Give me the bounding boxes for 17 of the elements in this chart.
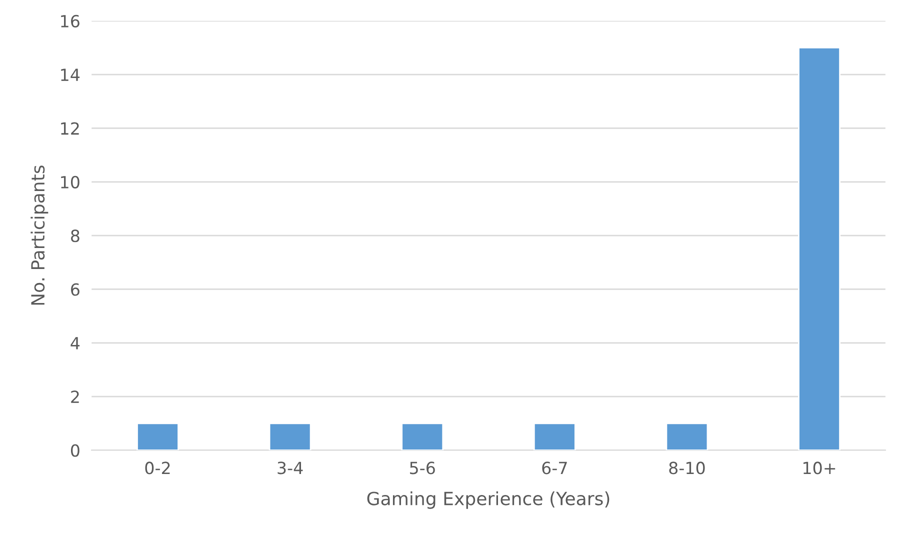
x-tick-label: 5-6 [410,462,435,474]
x-tick-label: 8-10 [669,462,705,474]
x-tick-label: 0-2 [145,462,170,474]
x-tick-label: 3-4 [278,462,303,474]
y-tick-label: 8 [71,230,80,242]
y-tick-label: 0 [70,444,80,457]
y-tick-label: 10 [61,176,80,188]
y-tick-label: 2 [71,390,79,403]
y-tick-label: 6 [71,283,80,296]
y-tick-label: 12 [61,122,79,135]
y-tick-label: 16 [61,14,80,28]
y-tick-label: 4 [70,337,80,350]
x-axis-title: Gaming Experience (Years) [367,491,610,509]
x-tick-label: 6-7 [542,462,567,474]
x-tick-label: 10+ [804,462,836,474]
y-tick-label: 14 [61,68,80,81]
y-axis-title: No. Participants [30,166,48,305]
